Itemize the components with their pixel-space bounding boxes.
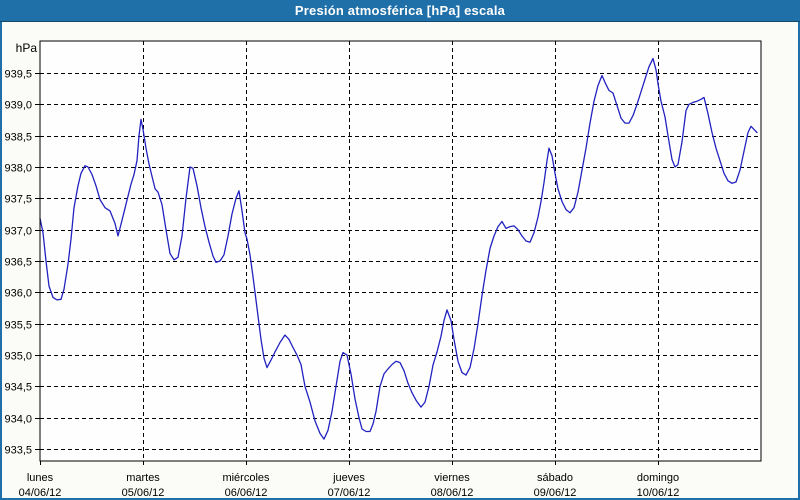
y-tick-label: 934,0	[4, 414, 32, 426]
pressure-line	[39, 57, 758, 440]
x-date-label: 05/06/12	[122, 487, 165, 498]
y-tick-label: 935,0	[4, 351, 32, 363]
y-tick-label: 936,0	[4, 288, 32, 300]
x-date-label: 04/06/12	[19, 487, 62, 498]
x-date-label: 07/06/12	[328, 487, 371, 498]
x-date-label: 10/06/12	[637, 487, 680, 498]
plot-area	[40, 41, 761, 461]
chart-title-bar: Presión atmosférica [hPa] escala	[0, 0, 800, 22]
y-tick-label: 933,5	[4, 445, 32, 457]
y-tick-label: 939,0	[4, 100, 32, 112]
x-day-label: martes	[126, 472, 160, 484]
x-day-label: sábado	[537, 472, 573, 484]
plot-border	[39, 40, 762, 462]
y-tick-label: 936,5	[4, 257, 32, 269]
x-day-label: jueves	[332, 472, 365, 484]
x-day-label: miércoles	[222, 472, 270, 484]
x-day-label: domingo	[637, 472, 679, 484]
y-tick-label: 937,0	[4, 226, 32, 238]
chart-canvas-area: hPa 939,5 939,0 938,5 938,0 937,5 937,0 936,5 9…	[2, 22, 798, 498]
x-day-label: lunes	[27, 472, 54, 484]
y-tick-label: 938,5	[4, 132, 32, 144]
y-axis-unit-label: hPa	[16, 41, 38, 55]
y-tick-label: 937,5	[4, 194, 32, 206]
x-date-label: 09/06/12	[534, 487, 577, 498]
x-date-label: 06/06/12	[225, 487, 268, 498]
x-day-label: viernes	[434, 472, 470, 484]
y-tick-label: 934,5	[4, 382, 32, 394]
y-tick-label: 935,5	[4, 320, 32, 332]
y-tick-label: 938,0	[4, 163, 32, 175]
chart-title: Presión atmosférica [hPa] escala	[294, 3, 506, 18]
pressure-chart: hPa 939,5 939,0 938,5 938,0 937,5 937,0 936,5 9…	[4, 40, 762, 498]
x-date-label: 08/06/12	[431, 487, 474, 498]
y-tick-label: 939,5	[4, 69, 32, 81]
